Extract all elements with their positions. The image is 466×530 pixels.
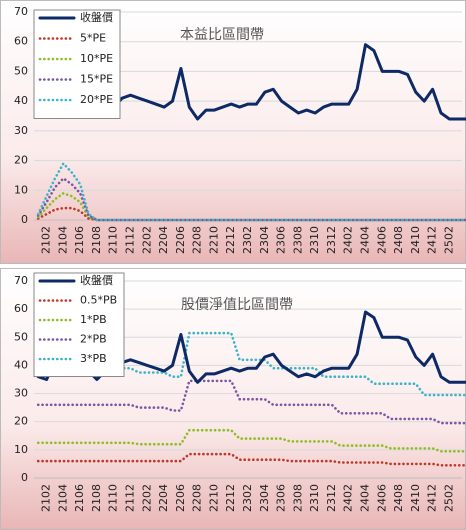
x-tick-label: 2102 bbox=[40, 484, 53, 512]
x-tick-label: 2408 bbox=[392, 484, 405, 512]
x-tick-label: 2202 bbox=[140, 484, 153, 512]
x-tick-label: 2212 bbox=[224, 484, 237, 512]
x-tick-label: 2406 bbox=[375, 484, 388, 512]
x-tick-label: 2206 bbox=[174, 226, 187, 254]
x-tick-label: 2310 bbox=[308, 226, 321, 254]
x-tick-label: 2404 bbox=[358, 484, 371, 512]
x-tick-label: 2308 bbox=[291, 226, 304, 254]
x-tick-label: 2312 bbox=[325, 484, 338, 512]
x-tick-label: 2206 bbox=[174, 484, 187, 512]
y-tick-label: 40 bbox=[14, 94, 28, 107]
legend-label: 3*PB bbox=[80, 352, 107, 365]
x-tick-label: 2112 bbox=[124, 484, 137, 512]
series-line bbox=[36, 379, 466, 425]
legend-box bbox=[33, 9, 121, 119]
x-tick-label: 2302 bbox=[241, 484, 254, 512]
x-tick-label: 2404 bbox=[358, 226, 371, 254]
x-tick-label: 2402 bbox=[342, 484, 355, 512]
x-tick-label: 2112 bbox=[124, 226, 137, 254]
legend-label: 收盤價 bbox=[80, 10, 113, 24]
y-tick-label: 0 bbox=[21, 471, 28, 484]
x-tick-label: 2410 bbox=[409, 226, 422, 254]
x-tick-label: 2208 bbox=[191, 484, 204, 512]
x-tick-label: 2108 bbox=[90, 226, 103, 254]
x-tick-label: 2104 bbox=[56, 226, 69, 254]
x-tick-label: 2202 bbox=[140, 226, 153, 254]
y-tick-label: 70 bbox=[14, 5, 28, 18]
y-tick-label: 20 bbox=[14, 415, 28, 428]
y-tick-label: 20 bbox=[14, 154, 28, 167]
x-tick-label: 2310 bbox=[308, 484, 321, 512]
y-tick-label: 0 bbox=[21, 213, 28, 226]
x-tick-label: 2212 bbox=[224, 226, 237, 254]
legend-label: 15*PE bbox=[80, 73, 113, 86]
x-tick-label: 2410 bbox=[409, 484, 422, 512]
legend-label: 10*PE bbox=[80, 52, 113, 65]
x-tick-label: 2308 bbox=[291, 484, 304, 512]
series-line bbox=[36, 452, 466, 467]
series-line bbox=[36, 428, 466, 453]
x-tick-label: 2306 bbox=[275, 484, 288, 512]
x-tick-label: 2210 bbox=[207, 484, 220, 512]
x-tick-label: 2502 bbox=[442, 484, 455, 512]
y-tick-label: 70 bbox=[14, 274, 28, 287]
x-tick-label: 2312 bbox=[325, 226, 338, 254]
x-tick-label: 2104 bbox=[56, 484, 69, 512]
x-tick-label: 2106 bbox=[73, 484, 86, 512]
legend-label: 5*PE bbox=[80, 32, 106, 45]
legend-label: 20*PE bbox=[80, 93, 113, 106]
x-tick-label: 2106 bbox=[73, 226, 86, 254]
x-tick-label: 2402 bbox=[342, 226, 355, 254]
y-tick-label: 40 bbox=[14, 358, 28, 371]
x-tick-label: 2306 bbox=[275, 226, 288, 254]
series-line bbox=[36, 162, 466, 222]
x-tick-label: 2412 bbox=[426, 484, 439, 512]
y-tick-label: 50 bbox=[14, 330, 28, 343]
x-tick-label: 2302 bbox=[241, 226, 254, 254]
chart-title: 本益比區間帶 bbox=[180, 27, 264, 43]
x-tick-label: 2204 bbox=[157, 484, 170, 512]
legend-label: 0.5*PB bbox=[80, 294, 117, 307]
x-tick-label: 2110 bbox=[107, 484, 120, 512]
y-tick-label: 60 bbox=[14, 35, 28, 48]
legend-label: 1*PB bbox=[80, 313, 107, 326]
x-tick-label: 2304 bbox=[258, 226, 271, 254]
x-tick-label: 2102 bbox=[40, 226, 53, 254]
y-tick-label: 60 bbox=[14, 302, 28, 315]
x-tick-label: 2408 bbox=[392, 226, 405, 254]
x-tick-label: 2304 bbox=[258, 484, 271, 512]
x-tick-label: 2110 bbox=[107, 226, 120, 254]
y-tick-label: 10 bbox=[14, 443, 28, 456]
x-tick-label: 2412 bbox=[426, 226, 439, 254]
legend-label: 收盤價 bbox=[80, 273, 113, 287]
y-tick-label: 50 bbox=[14, 64, 28, 77]
series-line bbox=[36, 331, 466, 397]
y-tick-label: 10 bbox=[14, 183, 28, 196]
chart-title: 股價淨值比區間帶 bbox=[181, 296, 293, 313]
y-tick-label: 30 bbox=[14, 124, 28, 137]
x-tick-label: 2108 bbox=[90, 484, 103, 512]
x-tick-label: 2406 bbox=[375, 226, 388, 254]
x-tick-label: 2210 bbox=[207, 226, 220, 254]
x-tick-label: 2502 bbox=[442, 226, 455, 254]
x-tick-label: 2204 bbox=[157, 226, 170, 254]
y-tick-label: 30 bbox=[14, 387, 28, 400]
legend-label: 2*PB bbox=[80, 333, 107, 346]
x-tick-label: 2208 bbox=[191, 226, 204, 254]
legend-box bbox=[33, 272, 125, 377]
